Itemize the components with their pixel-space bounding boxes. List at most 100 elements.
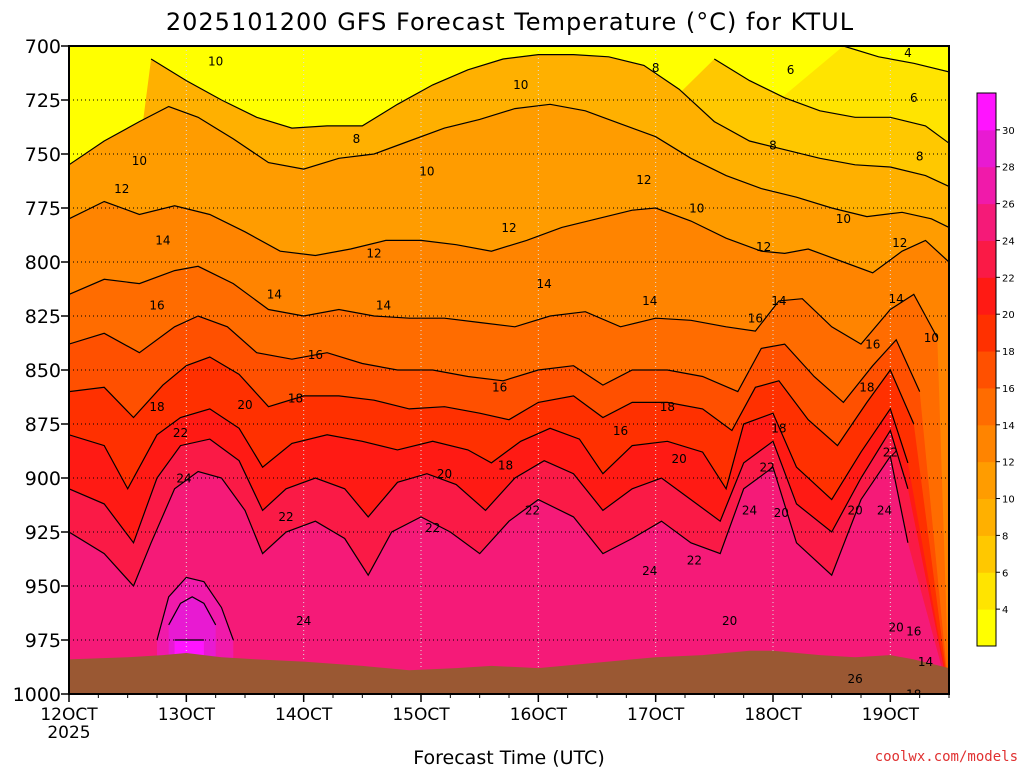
contour-label: 12 (114, 182, 129, 196)
contour-label: 16 (906, 625, 921, 639)
contour-label: 12 (366, 247, 381, 261)
colorbar-swatch (977, 424, 996, 463)
y-tick-label: 1000 (13, 684, 61, 706)
contour-label: 24 (296, 614, 311, 628)
colorbar-swatch (977, 609, 996, 647)
contour-label: 16 (865, 337, 880, 351)
temperature-bands (69, 46, 949, 694)
contour-label: 12 (501, 221, 516, 235)
colorbar-label: 10 (1002, 495, 1015, 506)
isotherm-10 (69, 103, 949, 228)
contour-label: 8 (769, 139, 777, 153)
contour-label: 12 (892, 236, 907, 250)
contour-label: 18 (149, 400, 164, 414)
contour-label: 20 (237, 398, 252, 412)
contour-label: 8 (652, 61, 660, 75)
contour-label: 18 (859, 381, 874, 395)
y-tick-label: 900 (25, 468, 61, 490)
colorbar-label: 16 (1002, 384, 1015, 395)
isotherm-18 (69, 356, 915, 447)
contour-label: 4 (904, 46, 912, 60)
contour-label: 14 (889, 292, 904, 306)
x-tick-label: 18OCT (744, 705, 802, 725)
colorbar-swatch (977, 93, 996, 131)
y-tick-label: 825 (25, 306, 61, 328)
y-tick-label: 975 (25, 630, 61, 652)
isotherm-14 (69, 265, 938, 345)
x-tick-label: 17OCT (627, 705, 685, 725)
contour-label: 20 (847, 504, 862, 518)
band-above-24 (69, 456, 949, 694)
y-tick-label: 950 (25, 576, 61, 598)
y-axis: 700 725 750 775 800 825 850 875 900 925 950 975 1000 (13, 36, 69, 706)
contour-label: 16 (308, 348, 323, 362)
contour-label: 18 (498, 458, 513, 472)
colorbar-swatch (977, 203, 996, 241)
colorbar-swatch (977, 498, 996, 536)
contour-label: 6 (787, 63, 795, 77)
contour-label: 12 (756, 240, 771, 254)
colorbar-swatch (977, 129, 996, 168)
isotherm-24 (69, 454, 909, 588)
contour-label: 20 (722, 614, 737, 628)
y-tick-label: 750 (25, 144, 61, 166)
contour-label: 18 (288, 391, 303, 405)
contour-label: 16 (613, 424, 628, 438)
colorbar-frame (976, 92, 997, 647)
x-tick-label: 14OCT (275, 705, 333, 725)
contour-label: 24 (642, 564, 657, 578)
x-tick-label: 12OCT (40, 705, 98, 725)
y-tick-label: 925 (25, 522, 61, 544)
contour-label: 18 (906, 687, 921, 701)
contour-label: 24 (742, 504, 757, 518)
y-tick-label: 725 (25, 90, 61, 112)
colorbar-swatch (977, 351, 996, 389)
credit-link[interactable]: coolwx.com/models (875, 749, 1018, 765)
y-tick-label: 850 (25, 360, 61, 382)
contour-label: 8 (353, 132, 361, 146)
colorbar-swatch (977, 240, 996, 278)
isotherm-8 (150, 54, 949, 187)
colorbar-label: 4 (1002, 605, 1008, 616)
grid-lines (69, 46, 949, 694)
isotherm-4 (843, 46, 949, 73)
x-tick-label: 15OCT (392, 705, 450, 725)
contour-label: 20 (437, 467, 452, 481)
x-tick-label: 19OCT (862, 705, 920, 725)
contour-label: 24 (176, 471, 191, 485)
contour-label: 14 (155, 234, 170, 248)
colorbar-label: 24 (1002, 236, 1015, 247)
colorbar: 4 6 8 10 12 14 16 18 20 22 24 26 28 30 (976, 92, 1015, 647)
colorbar-swatch (977, 572, 996, 610)
isotherm-22 (69, 429, 909, 545)
contour-label: 10 (419, 165, 434, 179)
isotherm-20 (69, 407, 909, 501)
contour-label: 22 (425, 521, 440, 535)
colorbar-label: 30 (1002, 126, 1015, 137)
contour-label: 20 (774, 506, 789, 520)
contour-label: 14 (267, 288, 282, 302)
colorbar-label: 6 (1002, 568, 1008, 579)
contour-label: 22 (687, 553, 702, 567)
colorbar-label: 20 (1002, 310, 1015, 321)
colorbar-swatch (977, 166, 996, 205)
contour-label: 22 (759, 461, 774, 475)
colorbar-label: 14 (1002, 421, 1015, 432)
contour-label: 10 (513, 78, 528, 92)
contour-label: 14 (537, 277, 552, 291)
colorbar-swatch (977, 461, 996, 500)
isotherm-6 (713, 58, 949, 144)
y-tick-label: 775 (25, 198, 61, 220)
contour-label: 16 (748, 311, 763, 325)
colorbar-swatch (977, 277, 996, 315)
contour-label: 20 (671, 452, 686, 466)
x-tick-label: 16OCT (510, 705, 568, 725)
contour-label: 10 (836, 212, 851, 226)
colorbar-label: 18 (1002, 347, 1015, 358)
contour-label: 22 (883, 445, 898, 459)
contour-label: 8 (916, 149, 924, 163)
x-axis-title: Forecast Time (UTC) (413, 747, 604, 768)
